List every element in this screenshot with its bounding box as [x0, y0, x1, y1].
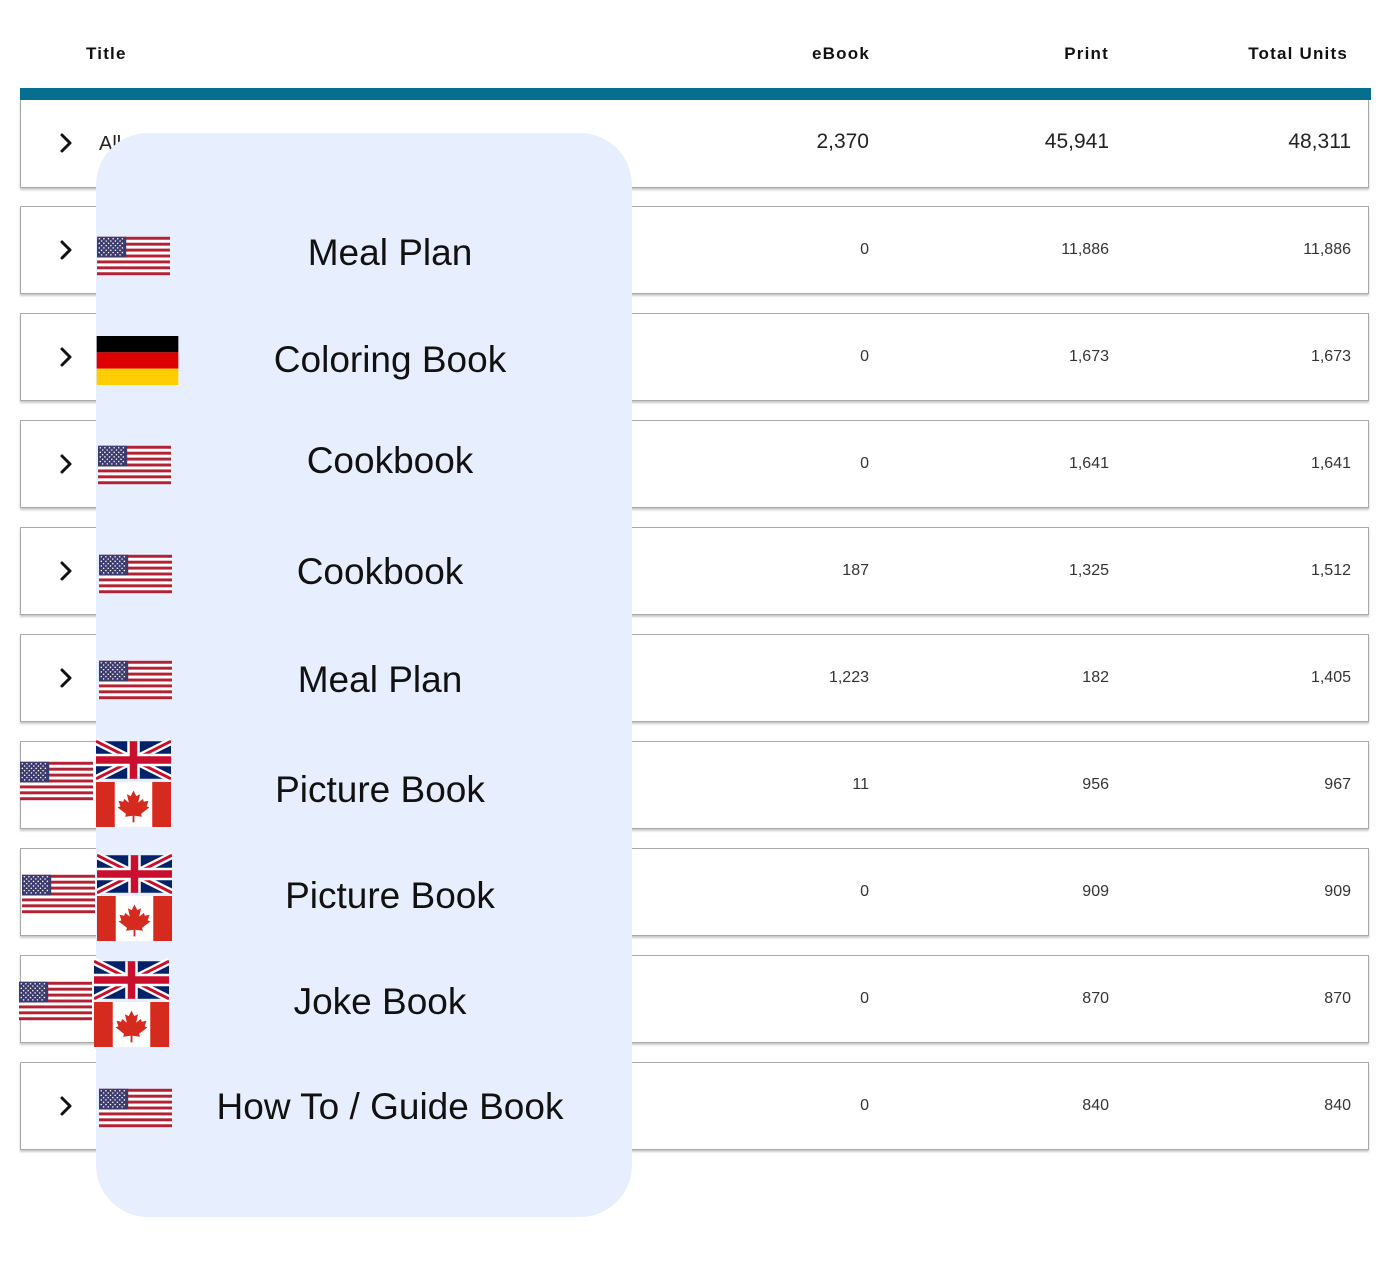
- us-flag-icon: [98, 445, 171, 489]
- book-title[interactable]: Picture Book: [285, 875, 495, 916]
- row-total: 11,886: [1303, 241, 1351, 258]
- row-total: 1,405: [1310, 669, 1351, 686]
- row-ebook: 0: [860, 1097, 869, 1114]
- title-overlay-panel: Meal Plan Coloring Book Cookbook Cookboo…: [94, 133, 632, 1217]
- uk-flag-icon: [97, 852, 172, 896]
- us-flag-icon: [22, 874, 95, 918]
- row-print: 1,641: [1068, 455, 1109, 472]
- row-print: 182: [1082, 669, 1109, 686]
- row-ebook: 0: [860, 455, 869, 472]
- row-total: 967: [1324, 776, 1351, 793]
- row-ebook: 0: [860, 348, 869, 365]
- all-row-ebook: 2,370: [816, 130, 869, 153]
- row-print: 956: [1082, 776, 1109, 793]
- row-print: 870: [1082, 990, 1109, 1007]
- column-header-title[interactable]: Title: [86, 44, 127, 63]
- column-header-print[interactable]: Print: [1064, 44, 1109, 63]
- row-total: 1,512: [1310, 562, 1351, 579]
- ca-flag-icon: [97, 896, 172, 941]
- row-ebook: 11: [852, 776, 869, 793]
- us-flag-icon: [99, 660, 172, 704]
- column-header-ebook[interactable]: eBook: [812, 44, 870, 63]
- us-flag-icon: [19, 981, 92, 1025]
- book-title[interactable]: Meal Plan: [297, 659, 463, 700]
- all-row-print: 45,941: [1044, 130, 1109, 153]
- row-print: 1,325: [1068, 562, 1109, 579]
- chevron-right-icon[interactable]: [55, 129, 77, 157]
- us-flag-icon: [99, 554, 172, 598]
- table-header-accent-bar: [20, 88, 1371, 100]
- book-title[interactable]: Coloring Book: [273, 339, 507, 380]
- book-title[interactable]: How To / Guide Book: [216, 1086, 564, 1127]
- all-row-total: 48,311: [1288, 130, 1351, 153]
- chevron-right-icon[interactable]: [55, 236, 77, 264]
- row-print: 11,886: [1061, 241, 1109, 258]
- chevron-right-icon[interactable]: [55, 557, 77, 585]
- row-ebook: 0: [860, 883, 869, 900]
- book-title[interactable]: Cookbook: [306, 440, 474, 481]
- ca-flag-icon: [94, 1002, 169, 1047]
- ca-flag-icon: [96, 782, 171, 827]
- book-title[interactable]: Picture Book: [275, 769, 485, 810]
- us-flag-icon: [99, 1088, 172, 1132]
- column-header-total-units[interactable]: Total Units: [1248, 44, 1348, 63]
- row-print: 1,673: [1068, 348, 1109, 365]
- us-flag-icon: [20, 761, 93, 805]
- row-ebook: 0: [860, 990, 869, 1007]
- row-total: 909: [1324, 883, 1351, 900]
- chevron-right-icon[interactable]: [55, 450, 77, 478]
- chevron-right-icon[interactable]: [55, 664, 77, 692]
- row-ebook: 0: [860, 241, 869, 258]
- row-total: 840: [1324, 1097, 1351, 1114]
- de-flag-icon: [96, 336, 179, 385]
- row-ebook: 187: [842, 562, 869, 579]
- row-ebook: 1,223: [828, 669, 869, 686]
- row-total: 1,641: [1310, 455, 1351, 472]
- uk-flag-icon: [94, 958, 169, 1002]
- chevron-right-icon[interactable]: [55, 343, 77, 371]
- row-print: 909: [1082, 883, 1109, 900]
- book-title[interactable]: Meal Plan: [307, 232, 473, 273]
- row-total: 870: [1324, 990, 1351, 1007]
- row-print: 840: [1082, 1097, 1109, 1114]
- chevron-right-icon[interactable]: [55, 1092, 77, 1120]
- uk-flag-icon: [96, 738, 171, 782]
- book-title[interactable]: Cookbook: [296, 551, 464, 592]
- book-title[interactable]: Joke Book: [293, 981, 467, 1022]
- row-total: 1,673: [1310, 348, 1351, 365]
- us-flag-icon: [97, 236, 170, 280]
